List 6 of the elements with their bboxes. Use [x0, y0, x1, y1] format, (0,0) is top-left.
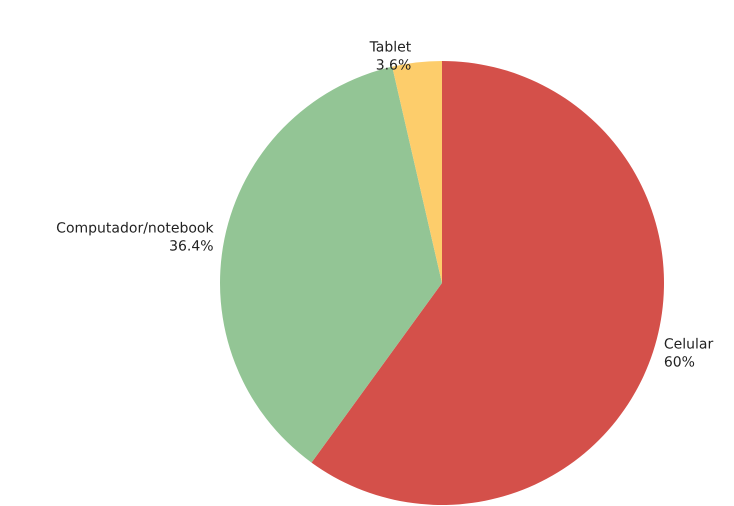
slice-label: Celular: [664, 336, 714, 352]
slice-label: Computador/notebook: [56, 220, 214, 236]
data-label: 36.4%: [169, 238, 214, 254]
data-label: 60%: [664, 354, 695, 370]
data-label: 3.6%: [376, 57, 412, 74]
slice-label: Tablet: [368, 39, 412, 56]
